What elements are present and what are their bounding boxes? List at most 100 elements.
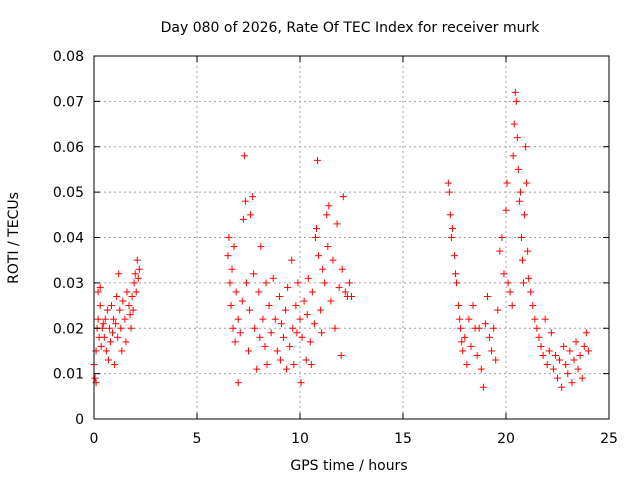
data-point: [227, 302, 235, 310]
data-point: [126, 311, 134, 319]
x-tick-label: 10: [291, 431, 309, 447]
data-point: [303, 311, 311, 319]
data-point: [230, 243, 238, 251]
data-point: [311, 234, 319, 241]
data-point: [241, 197, 249, 205]
data-point: [506, 288, 514, 296]
data-point: [503, 179, 511, 187]
data-point: [317, 306, 325, 314]
data-point: [298, 333, 306, 341]
data-point: [498, 234, 506, 241]
data-point: [261, 342, 269, 350]
data-point: [477, 365, 485, 373]
data-point: [531, 315, 539, 323]
data-point: [562, 361, 570, 369]
data-point: [114, 333, 122, 341]
data-point: [494, 306, 502, 314]
data-point: [584, 347, 592, 355]
data-point: [465, 315, 473, 323]
data-point: [459, 347, 467, 355]
data-point: [267, 329, 275, 337]
data-point: [512, 97, 520, 105]
data-point: [292, 302, 300, 310]
axes-layer: 0 0.01 0.02 0.03 0.04 0.05 0.06 0.07 0.08 0 5 10 15 2…: [53, 49, 618, 447]
data-point: [100, 333, 108, 341]
data-point: [314, 156, 322, 164]
data-point: [452, 270, 460, 278]
data-point: [488, 347, 496, 355]
data-point: [255, 288, 263, 296]
data-point: [115, 270, 123, 278]
data-point: [524, 247, 532, 255]
data-point: [277, 320, 285, 328]
data-point: [473, 351, 481, 359]
data-point: [324, 243, 332, 251]
data-point: [509, 152, 517, 160]
data-point: [321, 279, 329, 287]
data-point: [101, 315, 109, 323]
data-point: [300, 297, 308, 305]
x-tick-label: 15: [394, 431, 412, 447]
data-point: [560, 342, 568, 350]
y-tick-label: 0.06: [53, 140, 84, 156]
data-point: [113, 292, 121, 300]
data-point: [116, 306, 124, 314]
data-point: [339, 193, 347, 201]
data-point: [500, 270, 508, 278]
data-point: [275, 292, 283, 300]
data-point: [451, 252, 458, 260]
y-tick-label: 0: [75, 412, 84, 428]
data-point: [537, 342, 545, 350]
data-point: [262, 279, 270, 287]
data-point: [554, 374, 561, 382]
data-point: [455, 302, 463, 310]
data-point: [467, 342, 475, 350]
data-point: [525, 274, 533, 282]
data-point: [492, 356, 500, 364]
data-point: [94, 315, 102, 323]
data-point: [523, 179, 531, 187]
data-point: [236, 329, 244, 337]
y-tick-label: 0.01: [53, 367, 84, 383]
data-point: [135, 265, 143, 273]
data-point: [226, 279, 234, 287]
data-point: [117, 324, 125, 332]
data-point: [289, 324, 297, 332]
data-point: [131, 270, 139, 278]
data-point: [104, 356, 112, 364]
data-point: [574, 365, 582, 373]
data-point: [118, 347, 126, 355]
data-point: [96, 302, 104, 310]
data-point: [119, 297, 127, 305]
data-point: [496, 247, 504, 255]
data-point: [276, 356, 284, 364]
y-tick-label: 0.03: [53, 276, 84, 292]
data-point: [447, 234, 455, 241]
data-point: [132, 288, 140, 296]
data-point: [103, 306, 111, 314]
data-point: [337, 351, 345, 359]
data-point: [327, 297, 335, 305]
data-point: [121, 315, 129, 323]
data-point: [329, 256, 337, 264]
data-point: [257, 243, 265, 251]
data-point: [296, 315, 304, 323]
data-point: [315, 252, 323, 260]
data-point: [125, 302, 133, 310]
data-point: [564, 370, 572, 378]
data-point: [539, 351, 547, 359]
points-layer: [90, 88, 592, 391]
data-point: [245, 347, 252, 355]
grid-layer: [94, 56, 609, 419]
data-point: [518, 256, 526, 264]
data-point: [294, 279, 302, 287]
x-tick-label: 25: [600, 431, 618, 447]
data-point: [111, 361, 119, 369]
y-tick-label: 0.07: [53, 94, 84, 110]
data-point: [510, 120, 518, 128]
data-point: [242, 279, 250, 287]
data-point: [312, 224, 320, 232]
chart-title: Day 080 of 2026, Rate Of TEC Index for r…: [161, 20, 541, 36]
